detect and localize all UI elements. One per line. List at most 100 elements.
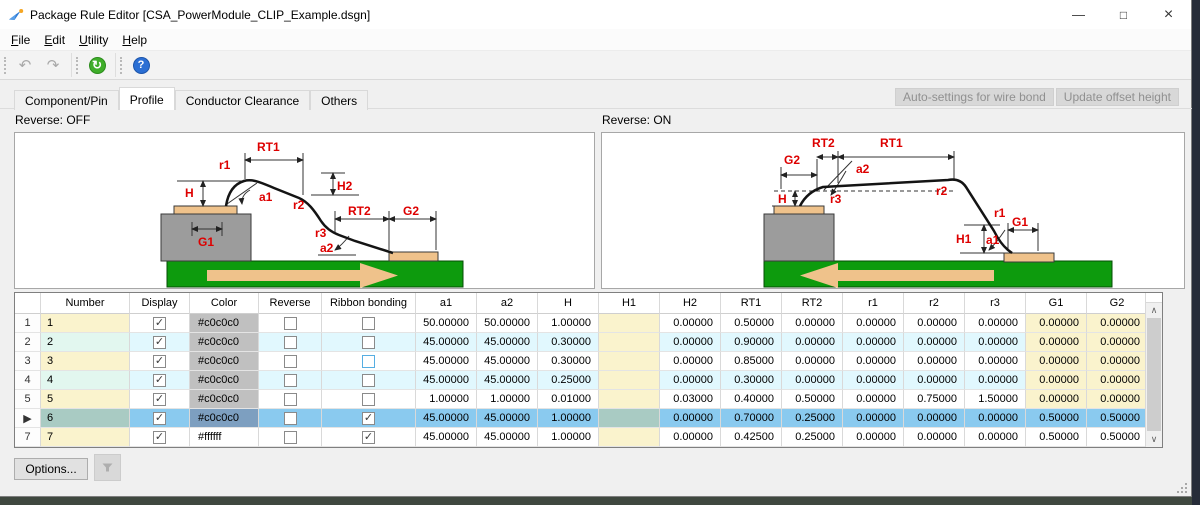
RT2-cell[interactable]: 0.00000 xyxy=(782,371,843,390)
display-checkbox[interactable]: ✓ xyxy=(153,430,166,444)
G1-cell[interactable]: 0.00000 xyxy=(1026,371,1087,390)
r3-cell[interactable]: 0.00000 xyxy=(965,409,1026,428)
RT2-cell[interactable]: 0.00000 xyxy=(782,314,843,333)
a2-cell[interactable]: 45.00000 xyxy=(477,428,538,447)
r1-cell[interactable]: 0.00000 xyxy=(843,390,904,409)
reverse-cell[interactable] xyxy=(259,352,322,371)
reverse-cell[interactable] xyxy=(259,333,322,352)
reverse-cell[interactable] xyxy=(259,371,322,390)
G2-cell[interactable]: 0.00000 xyxy=(1087,333,1145,352)
RT2-cell[interactable]: 0.50000 xyxy=(782,390,843,409)
display-checkbox[interactable]: ✓ xyxy=(153,354,166,368)
menu-item-edit[interactable]: Edit xyxy=(44,32,66,47)
column-header-r3[interactable]: r3 xyxy=(965,293,1026,314)
number-cell[interactable]: 6 xyxy=(41,409,130,428)
ribbon-checkbox[interactable] xyxy=(362,354,375,368)
column-header-ribbon-bonding[interactable]: Ribbon bonding xyxy=(322,293,416,314)
column-header-r2[interactable]: r2 xyxy=(904,293,965,314)
color-cell[interactable]: #c0c0c0 xyxy=(190,352,259,371)
H1-cell[interactable] xyxy=(599,371,660,390)
display-checkbox[interactable]: ✓ xyxy=(153,316,166,330)
G2-cell[interactable]: 0.50000 xyxy=(1087,428,1145,447)
G2-cell[interactable]: 0.00000 xyxy=(1087,371,1145,390)
tab-conductor-clearance[interactable]: Conductor Clearance xyxy=(174,90,311,110)
row-header-corner[interactable] xyxy=(15,293,41,314)
G1-cell[interactable]: 0.50000 xyxy=(1026,409,1087,428)
H-cell[interactable]: 1.00000 xyxy=(538,428,599,447)
RT1-cell[interactable]: 0.70000 xyxy=(721,409,782,428)
H-cell[interactable]: 0.30000 xyxy=(538,333,599,352)
a2-cell[interactable]: 45.00000 xyxy=(477,409,538,428)
reverse-checkbox[interactable] xyxy=(283,335,297,349)
display-cell[interactable]: ✓ xyxy=(130,428,190,447)
menu-item-help[interactable]: Help xyxy=(122,32,148,47)
H1-cell[interactable] xyxy=(599,314,660,333)
r1-cell[interactable]: 0.00000 xyxy=(843,314,904,333)
a2-cell[interactable]: 45.00000 xyxy=(477,352,538,371)
table-vscrollbar[interactable]: ∧ ∨ xyxy=(1145,293,1162,447)
H2-cell[interactable]: 0.00000 xyxy=(660,428,721,447)
help-button[interactable]: ? xyxy=(129,54,153,76)
row-header[interactable]: 1 xyxy=(15,314,41,333)
G1-cell[interactable]: 0.00000 xyxy=(1026,314,1087,333)
ribbon-checkbox[interactable] xyxy=(362,373,375,387)
column-header-a2[interactable]: a2 xyxy=(477,293,538,314)
redo-button[interactable]: ↷ xyxy=(41,54,65,76)
reverse-cell[interactable] xyxy=(259,428,322,447)
undo-button[interactable]: ↶ xyxy=(13,54,37,76)
ribbon-checkbox[interactable] xyxy=(362,335,375,349)
a1-cell[interactable]: 45.00000 xyxy=(416,409,477,428)
column-header-g2[interactable]: G2 xyxy=(1087,293,1145,314)
ribbon-cell[interactable] xyxy=(322,371,416,390)
display-checkbox[interactable]: ✓ xyxy=(153,373,166,387)
row-header[interactable]: 4 xyxy=(15,371,41,390)
display-cell[interactable]: ✓ xyxy=(130,409,190,428)
number-cell[interactable]: 5 xyxy=(41,390,130,409)
display-checkbox[interactable]: ✓ xyxy=(153,411,166,425)
ribbon-checkbox[interactable] xyxy=(362,316,375,330)
tab-profile[interactable]: Profile xyxy=(118,87,175,110)
display-cell[interactable]: ✓ xyxy=(130,352,190,371)
color-cell[interactable]: #c0c0c0 xyxy=(190,333,259,352)
H1-cell[interactable] xyxy=(599,352,660,371)
RT1-cell[interactable]: 0.42500 xyxy=(721,428,782,447)
menu-item-utility[interactable]: Utility xyxy=(79,32,109,47)
a2-cell[interactable]: 45.00000 xyxy=(477,333,538,352)
resize-grip[interactable] xyxy=(1177,483,1188,494)
r2-cell[interactable]: 0.00000 xyxy=(904,352,965,371)
row-header[interactable]: 7 xyxy=(15,428,41,447)
column-header-reverse[interactable]: Reverse xyxy=(259,293,322,314)
maximize-button[interactable]: □ xyxy=(1101,0,1146,29)
ribbon-cell[interactable]: ✓ xyxy=(322,428,416,447)
tab-others[interactable]: Others xyxy=(310,90,369,110)
tab-component-pin[interactable]: Component/Pin xyxy=(14,90,119,110)
ribbon-checkbox[interactable]: ✓ xyxy=(362,430,375,444)
column-header-h2[interactable]: H2 xyxy=(660,293,721,314)
app-icon[interactable] xyxy=(8,7,24,23)
row-header[interactable]: ▶ xyxy=(15,409,41,428)
number-cell[interactable]: 4 xyxy=(41,371,130,390)
RT2-cell[interactable]: 0.25000 xyxy=(782,409,843,428)
color-cell[interactable]: #c0c0c0 xyxy=(190,409,259,428)
scroll-down-button[interactable]: ∨ xyxy=(1146,432,1162,447)
auto-settings-wire-bond-button[interactable]: Auto-settings for wire bond xyxy=(895,88,1054,106)
H-cell[interactable]: 0.25000 xyxy=(538,371,599,390)
column-header-h1[interactable]: H1 xyxy=(599,293,660,314)
minimize-button[interactable]: — xyxy=(1056,0,1101,29)
display-cell[interactable]: ✓ xyxy=(130,314,190,333)
r2-cell[interactable]: 0.00000 xyxy=(904,409,965,428)
reverse-checkbox[interactable] xyxy=(283,354,297,368)
H2-cell[interactable]: 0.00000 xyxy=(660,371,721,390)
H-cell[interactable]: 0.30000 xyxy=(538,352,599,371)
r2-cell[interactable]: 0.00000 xyxy=(904,333,965,352)
a1-cell[interactable]: 45.00000 xyxy=(416,333,477,352)
reverse-checkbox[interactable] xyxy=(283,373,297,387)
number-cell[interactable]: 7 xyxy=(41,428,130,447)
update-offset-height-button[interactable]: Update offset height xyxy=(1055,88,1179,106)
row-header[interactable]: 5 xyxy=(15,390,41,409)
column-header-h[interactable]: H xyxy=(538,293,599,314)
r1-cell[interactable]: 0.00000 xyxy=(843,428,904,447)
H1-cell[interactable] xyxy=(599,428,660,447)
RT1-cell[interactable]: 0.30000 xyxy=(721,371,782,390)
RT1-cell[interactable]: 0.40000 xyxy=(721,390,782,409)
